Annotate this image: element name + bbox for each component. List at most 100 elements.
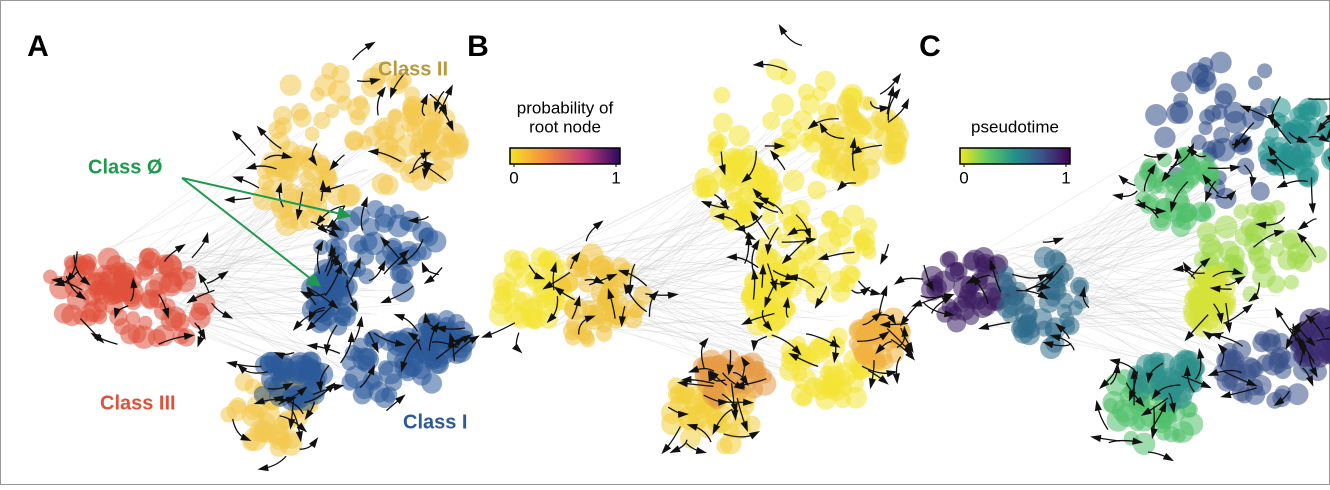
cell — [526, 297, 541, 312]
cell — [728, 125, 750, 147]
stream-arrow — [481, 331, 492, 338]
cell — [959, 284, 977, 302]
cell — [510, 250, 529, 269]
cell — [815, 71, 836, 92]
cell — [387, 214, 410, 237]
cell — [366, 331, 380, 345]
cell — [933, 271, 956, 294]
cell — [175, 271, 196, 292]
cell — [998, 266, 1014, 282]
cell — [278, 410, 298, 430]
cell — [1215, 83, 1236, 104]
cell — [230, 397, 247, 414]
edge — [537, 217, 744, 261]
stream-arrow — [1220, 391, 1231, 398]
cell — [148, 329, 166, 347]
cell — [417, 125, 439, 147]
cell — [494, 288, 511, 305]
cell — [843, 99, 859, 115]
page: A B C Class II Class Ø Class III Class I… — [0, 0, 1330, 490]
cell — [1244, 234, 1265, 255]
cell — [1172, 214, 1186, 228]
class-label: Class Ø — [88, 156, 162, 178]
stream-arrow — [257, 464, 268, 471]
stream-arrow — [1109, 358, 1120, 365]
stream-arrow — [224, 196, 235, 203]
cell — [796, 390, 812, 406]
cell — [1204, 105, 1221, 122]
cell — [291, 103, 309, 121]
cell — [1154, 371, 1176, 393]
cell — [1288, 157, 1307, 176]
cell — [321, 63, 338, 80]
cell — [525, 311, 544, 330]
cell — [449, 132, 470, 153]
cell — [273, 106, 292, 125]
stream-arrow — [1309, 203, 1316, 214]
cell — [1070, 277, 1089, 296]
cell — [1195, 312, 1209, 326]
cell — [353, 95, 368, 110]
class-label: Class I — [403, 411, 467, 433]
stream-arrow — [307, 343, 318, 350]
cell — [849, 336, 863, 350]
stream-arrow — [880, 253, 888, 264]
colorbar-title: pseudotime — [971, 117, 1059, 136]
cell — [791, 200, 811, 220]
cell — [1044, 249, 1066, 271]
stream-arrow — [356, 316, 363, 327]
cell — [356, 348, 379, 371]
cell — [749, 284, 767, 302]
cell — [1278, 351, 1296, 369]
edge — [169, 284, 308, 332]
colorbar-tick-label: 1 — [611, 168, 620, 187]
embedding — [481, 24, 915, 454]
cell — [379, 361, 403, 385]
panel-letter: A — [27, 30, 49, 63]
cell — [270, 439, 288, 457]
stream-arrow — [175, 244, 186, 253]
stream-arrow — [226, 361, 237, 368]
cell — [1287, 383, 1309, 405]
cell — [1284, 275, 1299, 290]
colorbar-title: probability of — [517, 98, 614, 117]
cell — [1198, 57, 1213, 72]
stream-arrow — [911, 300, 922, 307]
cell — [713, 87, 730, 104]
cell — [696, 175, 718, 197]
cell — [875, 108, 899, 132]
cell — [188, 306, 210, 328]
cell — [1256, 355, 1273, 372]
cell — [1248, 76, 1262, 90]
cell — [828, 224, 851, 247]
cell — [731, 166, 745, 180]
stream-arrow — [232, 176, 243, 183]
stream-arrow — [779, 24, 788, 35]
cell — [373, 117, 396, 140]
cell — [489, 303, 512, 326]
cell — [396, 268, 412, 284]
cell — [1129, 415, 1145, 431]
stream-arrow — [361, 196, 368, 207]
stream-arrow — [1090, 435, 1101, 442]
cell — [1251, 182, 1270, 201]
cell — [305, 127, 320, 142]
stream-arrow — [870, 289, 881, 296]
embedding — [894, 52, 1330, 461]
cell — [1197, 222, 1217, 242]
stream-arrow — [246, 163, 257, 170]
cell — [350, 109, 366, 125]
cell — [1254, 257, 1271, 274]
stream-arrow — [1298, 221, 1309, 230]
colorbar-tick-label: 0 — [509, 168, 518, 187]
stream-arrow — [901, 98, 909, 109]
cell — [1258, 202, 1276, 220]
cell — [963, 308, 980, 325]
cell — [1215, 215, 1238, 238]
cell — [282, 165, 299, 182]
stream-arrow — [752, 61, 763, 68]
cell — [402, 104, 416, 118]
cell — [728, 192, 743, 207]
cell — [870, 355, 886, 371]
stream-arrow — [1197, 348, 1204, 359]
